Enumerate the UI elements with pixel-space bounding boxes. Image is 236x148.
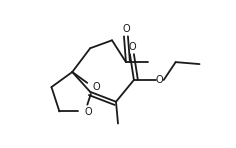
Text: O: O (84, 107, 92, 117)
Text: O: O (156, 75, 164, 85)
Text: O: O (122, 24, 130, 34)
Text: O: O (92, 82, 100, 92)
Text: O: O (128, 42, 136, 52)
